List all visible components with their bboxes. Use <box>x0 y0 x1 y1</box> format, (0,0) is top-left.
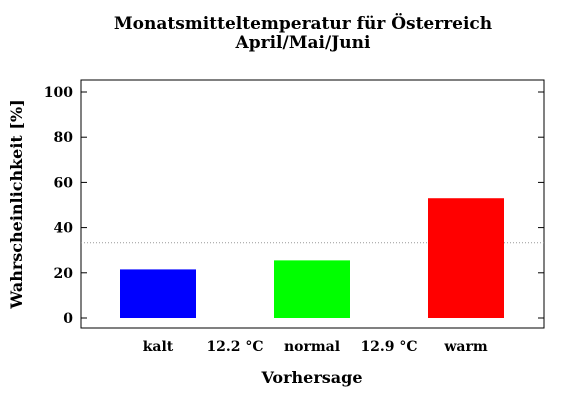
chart-title-line2: April/Mai/Juni <box>235 33 371 53</box>
x-category-label: warm <box>443 339 487 355</box>
y-tick-label: 40 <box>54 221 74 237</box>
bar-kalt <box>120 269 196 318</box>
x-category-label: normal <box>284 339 340 355</box>
threshold-label: 12.9 °C <box>360 339 417 355</box>
bar-normal <box>274 260 350 318</box>
y-tick-label: 60 <box>54 175 74 191</box>
bars-group <box>120 198 504 318</box>
y-ticks-group: 0 20 40 60 80 100 <box>44 85 544 327</box>
y-tick-label: 20 <box>54 266 74 282</box>
chart-title-line1: Monatsmitteltemperatur für Österreich <box>114 13 492 34</box>
threshold-label: 12.2 °C <box>206 339 263 355</box>
y-tick-label: 0 <box>63 311 73 327</box>
y-tick-label: 100 <box>44 85 73 101</box>
bar-warm <box>428 198 504 318</box>
x-axis-label: Vorhersage <box>260 368 362 387</box>
y-axis-label: Wahrscheinlichkeit [%] <box>7 99 26 309</box>
plot-frame <box>80 79 545 329</box>
x-labels-group: kalt normal warm 12.2 °C 12.9 °C <box>143 339 488 355</box>
x-category-label: kalt <box>143 339 174 355</box>
y-tick-label: 80 <box>54 130 74 146</box>
